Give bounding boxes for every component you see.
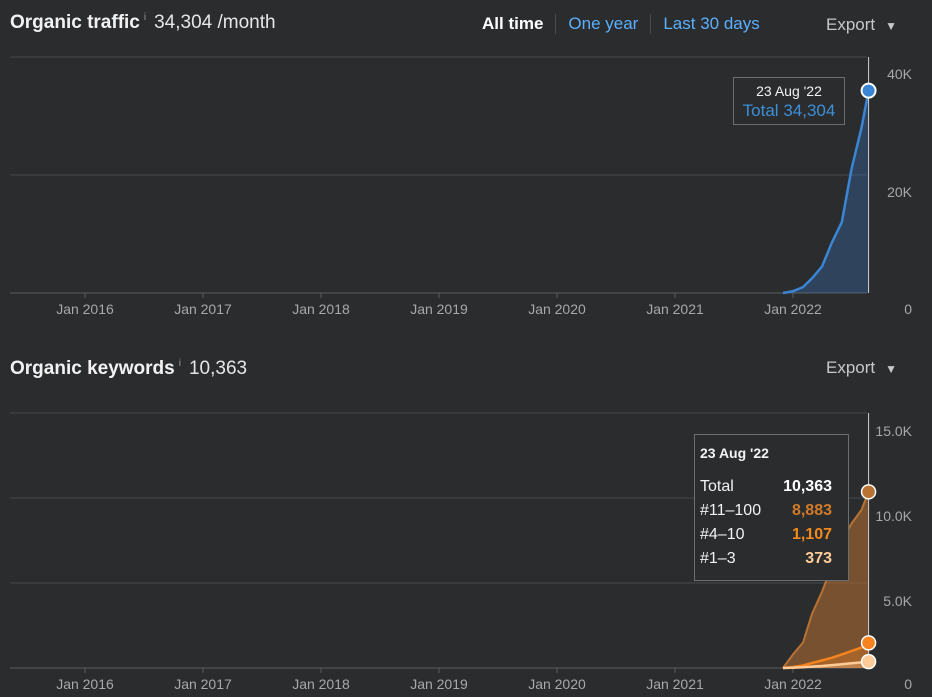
keywords-4-10-area [783, 642, 869, 668]
time-range-tabs: All time One year Last 30 days [470, 14, 772, 34]
traffic-header: Organic traffic i 34,304 /month [10, 12, 276, 34]
keywords-tooltip: 23 Aug '22 Total 10,363 #11–100 8,883 #4–1… [694, 434, 849, 581]
y-tick-label: 0 [904, 676, 912, 692]
x-tick-label: Jan 2021 [646, 676, 704, 692]
keywords-info-icon[interactable]: i [178, 358, 181, 369]
y-tick-label: 5.0K [883, 593, 912, 609]
tooltip-row-total: Total 10,363 [700, 475, 832, 499]
tooltip-total: Total 34,304 [734, 101, 844, 121]
x-tick-label: Jan 2019 [410, 676, 468, 692]
y-tick-label: 0 [904, 301, 912, 317]
tooltip-total-label: Total [742, 101, 779, 120]
traffic-chart: Jan 2016 Jan 2017 Jan 2018 Jan 2019 Jan 2020… [10, 56, 913, 317]
x-tick-label: Jan 2019 [410, 301, 468, 317]
x-tick-label: Jan 2017 [174, 676, 232, 692]
tooltip-row-11-100: #11–100 8,883 [700, 499, 832, 523]
tab-divider [650, 14, 652, 34]
x-tick-label: Jan 2017 [174, 301, 232, 317]
x-tick-label: Jan 2020 [528, 676, 586, 692]
keywords-value: 10,363 [188, 358, 248, 379]
keywords-1-3-marker [860, 653, 877, 670]
y-tick-label: 10.0K [875, 508, 912, 524]
keywords-export-button[interactable]: Export ▼ [826, 358, 897, 378]
row-label: #1–3 [700, 550, 736, 567]
tab-all-time[interactable]: All time [482, 14, 544, 33]
traffic-info-icon[interactable]: i [143, 12, 147, 23]
tooltip-total-value: 34,304 [783, 101, 836, 120]
row-value: 1,107 [791, 526, 832, 543]
traffic-area [783, 90, 869, 293]
row-value: 373 [805, 550, 832, 567]
keywords-title: Organic keywords [10, 358, 175, 379]
tab-last-30-days[interactable]: Last 30 days [663, 14, 760, 33]
x-tick-label: Jan 2022 [764, 301, 822, 317]
traffic-line [782, 90, 870, 295]
y-tick-label: 40K [887, 66, 913, 82]
x-tick-label: Jan 2016 [56, 301, 114, 317]
tooltip-row-4-10: #4–10 1,107 [700, 523, 832, 547]
x-tick-label: Jan 2022 [764, 676, 822, 692]
traffic-marker [860, 82, 877, 99]
traffic-value: 34,304 /month [154, 12, 276, 33]
export-label: Export [826, 358, 876, 377]
row-value: 8,883 [791, 502, 832, 519]
row-label: #11–100 [700, 502, 762, 519]
y-tick-label: 20K [887, 184, 913, 200]
tab-divider [555, 14, 557, 34]
traffic-export-button[interactable]: Export ▼ [826, 15, 897, 35]
x-tick-label: Jan 2018 [292, 301, 350, 317]
row-label: Total [700, 478, 734, 495]
x-tick-label: Jan 2016 [56, 676, 114, 692]
row-label: #4–10 [700, 526, 745, 543]
keywords-1-3-line [782, 660, 869, 670]
x-tick-label: Jan 2020 [528, 301, 586, 317]
keywords-4-10-marker [860, 635, 877, 651]
keywords-1-3-area [783, 661, 869, 668]
x-tick-label: Jan 2021 [646, 301, 704, 317]
y-tick-label: 15.0K [875, 423, 912, 439]
caret-down-icon: ▼ [885, 19, 898, 33]
tab-one-year[interactable]: One year [568, 14, 639, 33]
caret-down-icon: ▼ [885, 362, 898, 376]
x-tick-label: Jan 2018 [292, 676, 350, 692]
row-value: 10,363 [783, 478, 832, 495]
tooltip-row-1-3: #1–3 373 [700, 547, 832, 571]
traffic-tooltip: 23 Aug '22 Total 34,304 [733, 77, 845, 125]
traffic-title: Organic traffic [10, 12, 140, 33]
tooltip-date: 23 Aug '22 [700, 445, 769, 461]
keywords-header: Organic keywords i 10,363 [10, 358, 247, 380]
tooltip-date: 23 Aug '22 [756, 83, 822, 99]
keywords-total-marker [860, 484, 877, 500]
export-label: Export [826, 15, 876, 34]
